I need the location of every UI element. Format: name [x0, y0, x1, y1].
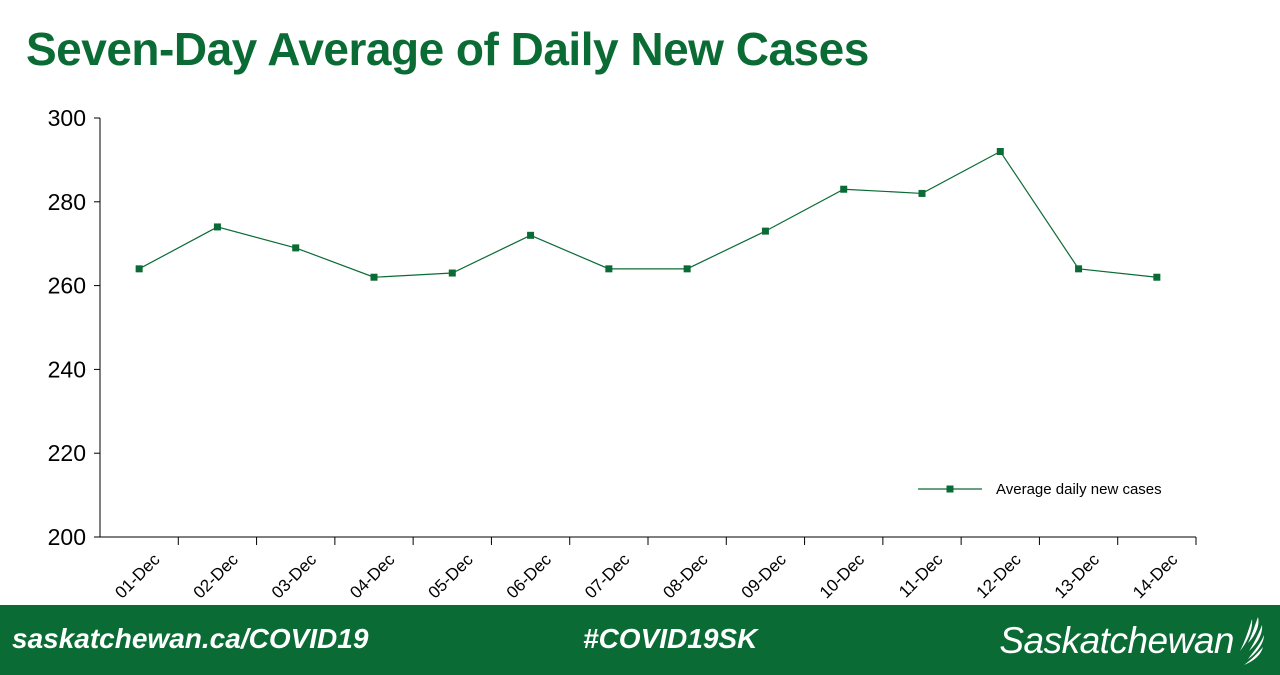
data-point-marker [683, 265, 691, 273]
footer-bar: saskatchewan.ca/COVID19 #COVID19SK Saska… [0, 605, 1280, 675]
data-point-marker [761, 227, 769, 235]
data-point-marker [527, 231, 535, 239]
data-point-marker [370, 273, 378, 281]
x-tick-label: 05-Dec [425, 550, 478, 603]
y-tick-label: 280 [48, 189, 86, 215]
x-tick-label: 02-Dec [190, 550, 243, 603]
x-tick-label: 08-Dec [659, 550, 712, 603]
y-tick-label: 220 [48, 440, 86, 466]
legend-label: Average daily new cases [996, 481, 1162, 498]
data-point-marker [918, 189, 926, 197]
footer-hashtag: #COVID19SK [583, 623, 758, 654]
x-tick-label: 09-Dec [738, 550, 791, 603]
chart-series [135, 148, 1161, 281]
data-point-marker [996, 148, 1004, 156]
x-tick-label: 13-Dec [1051, 550, 1104, 603]
wheat-icon [1240, 617, 1264, 665]
chart-axes: 200 220 240 260 280 300 01-Dec 02-Dec 03-Dec 04-D… [48, 105, 1197, 603]
saskatchewan-logo: Saskatchewan [999, 613, 1266, 669]
x-tick-label: 03-Dec [268, 550, 321, 603]
data-point-marker [292, 244, 300, 252]
x-tick-label: 01-Dec [111, 550, 164, 603]
data-point-marker [840, 185, 848, 193]
chart-title: Seven-Day Average of Daily New Cases [26, 23, 869, 75]
data-point-marker [1075, 265, 1083, 273]
data-point-marker [1153, 273, 1161, 281]
footer-url-link[interactable]: saskatchewan.ca/COVID19 [12, 623, 369, 654]
series-line [138, 150, 1157, 278]
data-point-marker [448, 269, 456, 277]
data-point-marker [605, 265, 613, 273]
y-tick-label: 200 [48, 524, 86, 550]
y-tick-label: 300 [48, 105, 86, 131]
data-point-marker [213, 223, 221, 231]
line-chart: 200 220 240 260 280 300 01-Dec 02-Dec 03-Dec 04-D… [48, 105, 1197, 603]
x-tick-label: 10-Dec [816, 550, 869, 603]
legend-marker [946, 485, 954, 493]
x-tick-label: 12-Dec [973, 550, 1026, 603]
x-tick-label: 04-Dec [346, 550, 399, 603]
x-tick-label: 14-Dec [1129, 550, 1182, 603]
y-tick-label: 260 [48, 273, 86, 299]
x-tick-label: 07-Dec [581, 550, 634, 603]
data-point-marker [135, 265, 143, 273]
x-tick-label: 06-Dec [503, 550, 556, 603]
logo-wordmark: Saskatchewan [999, 620, 1234, 661]
y-tick-label: 240 [48, 356, 86, 382]
chart-legend: Average daily new cases [918, 481, 1162, 498]
x-tick-label: 11-Dec [895, 550, 947, 602]
